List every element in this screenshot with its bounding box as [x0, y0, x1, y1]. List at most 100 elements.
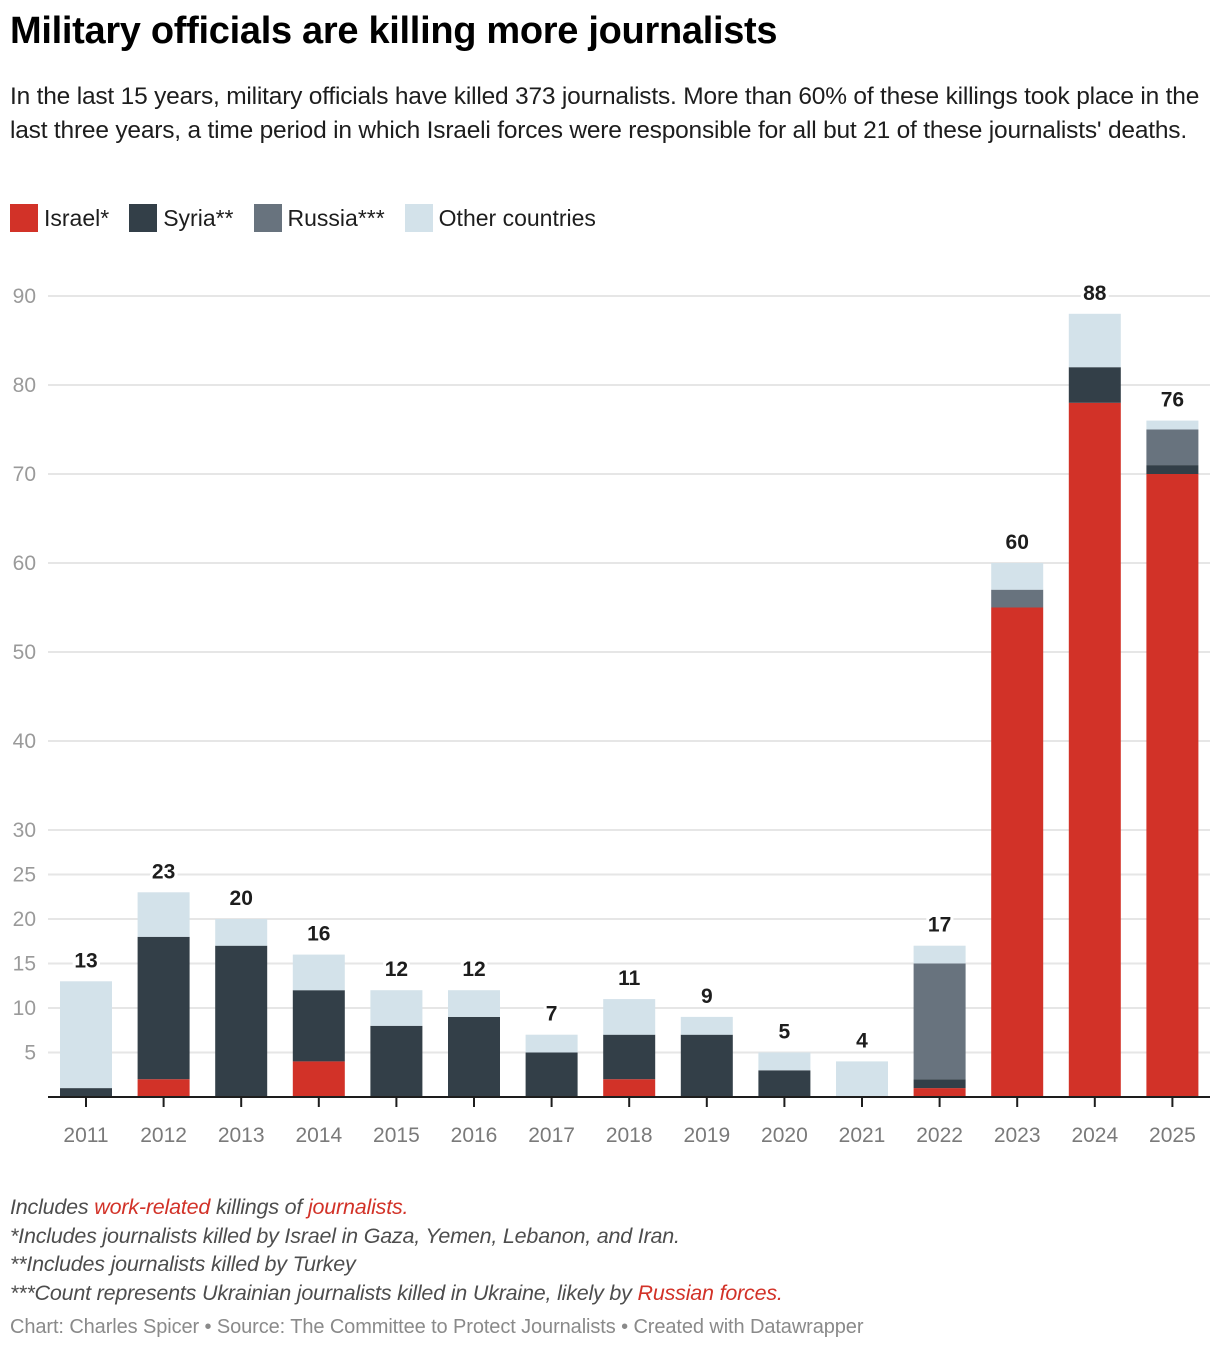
bar-segment-other-countries: [680, 1016, 733, 1035]
bar-segment-other-countries: [448, 990, 500, 1017]
bar-segment-israel: [292, 1061, 345, 1097]
bar-segment-other-countries: [913, 945, 966, 964]
x-tick-label: 2021: [839, 1124, 886, 1147]
total-label: 88: [1083, 282, 1107, 305]
total-label-halo: 88: [1083, 282, 1107, 305]
legend-label: Other countries: [438, 204, 596, 231]
total-label: 4: [856, 1029, 868, 1052]
total-label-halo: 5: [779, 1021, 791, 1044]
footnote-text: ***Count represents Ukrainian journalist…: [10, 1280, 638, 1305]
total-label: 16: [307, 923, 330, 946]
total-label-halo: 12: [462, 958, 485, 981]
footnote-line: *Includes journalists killed by Israel i…: [10, 1222, 783, 1251]
total-label-halo: 4: [856, 1029, 868, 1052]
footnote-text: Includes: [10, 1195, 95, 1219]
x-tick-label: 2025: [1149, 1124, 1196, 1147]
y-tick-label: 25: [13, 864, 36, 887]
bar-2022: [913, 945, 966, 1097]
footnote-line: ***Count represents Ukrainian journalist…: [10, 1279, 783, 1308]
bar-segment-other-countries: [292, 954, 345, 991]
legend-swatch-syria: [129, 204, 158, 232]
footnote-line: **Includes journalists killed by Turkey: [10, 1250, 783, 1279]
total-label: 76: [1161, 389, 1184, 412]
total-label-halo: 76: [1161, 389, 1184, 412]
bar-segment-syria: [1146, 465, 1199, 474]
bar-segment-syria: [215, 945, 268, 1097]
bar-segment-israel: [1068, 402, 1121, 1097]
total-label-halo: 16: [307, 923, 330, 946]
legend-item-other: Other countries: [404, 204, 596, 232]
bar-2024: [1068, 313, 1121, 1097]
bar-segment-other-countries: [370, 990, 423, 1026]
legend-item-russia: Russia***: [253, 204, 385, 232]
x-tick-label: 2022: [916, 1124, 963, 1147]
total-label: 7: [546, 1003, 558, 1026]
bar-2018: [603, 999, 656, 1097]
bar-segment-other-countries: [1146, 420, 1199, 430]
footnote-link[interactable]: work-related: [94, 1195, 211, 1219]
footnote-text: **Includes journalists killed by Turkey: [10, 1252, 356, 1276]
bar-2015: [370, 990, 423, 1097]
chart-title: Military officials are killing more jour…: [10, 10, 778, 52]
bar-segment-other-countries: [1068, 313, 1121, 368]
bar-segment-other-countries: [991, 563, 1044, 590]
y-tick-label: 90: [13, 285, 36, 308]
legend-label: Syria**: [163, 204, 234, 231]
x-tick-label: 2015: [373, 1124, 420, 1147]
bar-segment-syria: [758, 1070, 811, 1097]
total-label-halo: 7: [546, 1003, 558, 1026]
bar-segment-syria: [60, 1088, 112, 1097]
legend-label: Israel*: [44, 204, 110, 231]
x-tick-label: 2023: [994, 1124, 1041, 1147]
x-tick-label: 2020: [761, 1124, 808, 1147]
legend-item-syria: Syria**: [129, 204, 234, 232]
total-label-halo: 23: [152, 860, 175, 883]
total-label: 11: [618, 967, 641, 990]
x-tick-label: 2011: [63, 1124, 108, 1147]
bar-segment-other-countries: [836, 1061, 888, 1097]
legend: Israel* Syria** Russia*** Other countrie…: [10, 204, 616, 232]
y-axis-ticks: 5 10 15 20 25 30 40 50 60 70 80 90: [13, 285, 36, 1065]
footnote-link[interactable]: Russian forces.: [637, 1280, 783, 1305]
bar-2019: [680, 1016, 733, 1097]
footnote-line: Includes work-related killings of journa…: [10, 1193, 783, 1222]
bar-segment-syria: [525, 1052, 578, 1097]
bar-segment-other-countries: [525, 1034, 578, 1053]
footnote-link[interactable]: journalists.: [307, 1195, 409, 1219]
total-label-halo: 9: [701, 985, 713, 1008]
total-label: 17: [928, 914, 951, 937]
x-tick-label: 2019: [683, 1124, 730, 1147]
total-label-halo: 17: [928, 914, 951, 937]
bar-segment-syria: [603, 1034, 656, 1080]
bar-2013: [215, 919, 268, 1097]
y-tick-label: 20: [13, 908, 36, 931]
x-tick-label: 2014: [295, 1124, 342, 1147]
bars: [60, 313, 1199, 1097]
x-tick-label: 2017: [528, 1124, 575, 1147]
bar-segment-russia: [991, 589, 1044, 608]
y-tick-label: 40: [13, 730, 36, 753]
y-tick-label: 50: [13, 641, 36, 664]
legend-swatch-israel: [10, 204, 38, 232]
bar-segment-other-countries: [603, 999, 656, 1035]
bar-2021: [836, 1061, 888, 1097]
bar-2020: [758, 1052, 811, 1097]
bar-2011: [60, 981, 112, 1097]
x-tick-label: 2018: [606, 1124, 653, 1147]
bar-segment-syria: [137, 936, 190, 1080]
total-label: 9: [701, 985, 713, 1008]
total-label-halo: 20: [230, 887, 253, 910]
bar-2012: [137, 892, 190, 1097]
x-tick-label: 2016: [451, 1124, 498, 1147]
y-tick-label: 30: [13, 819, 36, 842]
bar-2014: [292, 954, 345, 1097]
x-axis: 2011 2012 2013 2014 2015 2016 2017 2018 2019 2020…: [48, 1096, 1210, 1147]
footnotes: Includes work-related killings of journa…: [10, 1193, 783, 1307]
bar-segment-other-countries: [758, 1052, 811, 1071]
total-label: 5: [779, 1021, 791, 1044]
footnote-text: killings of: [210, 1195, 308, 1219]
bar-segment-israel: [991, 607, 1044, 1097]
bar-segment-israel: [1146, 474, 1199, 1097]
x-tick-label: 2012: [140, 1124, 187, 1147]
